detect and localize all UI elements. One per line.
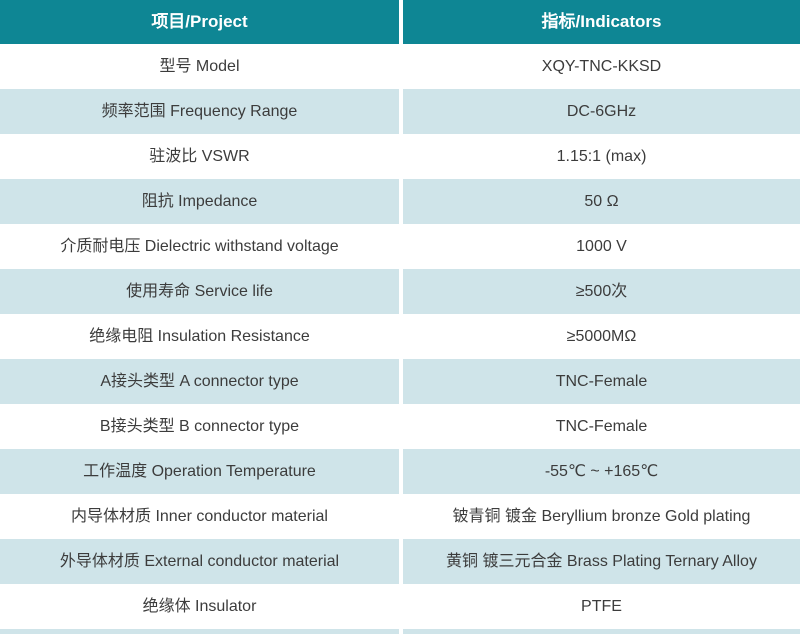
table-row: 阻抗 Impedance 50 Ω xyxy=(0,179,800,224)
indicator-cell: XQY-TNC-KKSD xyxy=(403,44,800,89)
partial-cell-project xyxy=(0,629,399,634)
indicator-cell: -55℃ ~ +165℃ xyxy=(403,449,800,494)
indicator-cell: 1000 V xyxy=(403,224,800,269)
table-row: 内导体材质 Inner conductor material 铍青铜 镀金 Be… xyxy=(0,494,800,539)
project-cell: A接头类型 A connector type xyxy=(0,359,399,404)
indicator-cell: 铍青铜 镀金 Beryllium bronze Gold plating xyxy=(403,494,800,539)
table-row: B接头类型 B connector type TNC-Female xyxy=(0,404,800,449)
project-cell: 频率范围 Frequency Range xyxy=(0,89,399,134)
column-header-project: 项目/Project xyxy=(0,0,399,44)
indicator-cell: 1.15:1 (max) xyxy=(403,134,800,179)
indicator-cell: ≥500次 xyxy=(403,269,800,314)
column-header-indicators: 指标/Indicators xyxy=(403,0,800,44)
indicator-cell: TNC-Female xyxy=(403,404,800,449)
project-cell: 外导体材质 External conductor material xyxy=(0,539,399,584)
partial-row xyxy=(0,629,800,634)
table-row: 工作温度 Operation Temperature -55℃ ~ +165℃ xyxy=(0,449,800,494)
table-row: 外导体材质 External conductor material 黄铜 镀三元… xyxy=(0,539,800,584)
indicator-cell: TNC-Female xyxy=(403,359,800,404)
project-cell: 绝缘体 Insulator xyxy=(0,584,399,629)
indicator-cell: PTFE xyxy=(403,584,800,629)
table-row: 频率范围 Frequency Range DC-6GHz xyxy=(0,89,800,134)
project-cell: 介质耐电压 Dielectric withstand voltage xyxy=(0,224,399,269)
table-header-row: 项目/Project 指标/Indicators xyxy=(0,0,800,44)
project-cell: 使用寿命 Service life xyxy=(0,269,399,314)
project-cell: 驻波比 VSWR xyxy=(0,134,399,179)
project-cell: 型号 Model xyxy=(0,44,399,89)
table-row: 型号 Model XQY-TNC-KKSD xyxy=(0,44,800,89)
project-cell: B接头类型 B connector type xyxy=(0,404,399,449)
table-row: 驻波比 VSWR 1.15:1 (max) xyxy=(0,134,800,179)
table-row: 绝缘电阻 Insulation Resistance ≥5000MΩ xyxy=(0,314,800,359)
indicator-cell: 50 Ω xyxy=(403,179,800,224)
project-cell: 阻抗 Impedance xyxy=(0,179,399,224)
table-row: 绝缘体 Insulator PTFE xyxy=(0,584,800,629)
indicator-cell: ≥5000MΩ xyxy=(403,314,800,359)
indicator-cell: 黄铜 镀三元合金 Brass Plating Ternary Alloy xyxy=(403,539,800,584)
project-cell: 内导体材质 Inner conductor material xyxy=(0,494,399,539)
project-cell: 工作温度 Operation Temperature xyxy=(0,449,399,494)
project-cell: 绝缘电阻 Insulation Resistance xyxy=(0,314,399,359)
table-row: 介质耐电压 Dielectric withstand voltage 1000 … xyxy=(0,224,800,269)
table-row: 使用寿命 Service life ≥500次 xyxy=(0,269,800,314)
indicator-cell: DC-6GHz xyxy=(403,89,800,134)
partial-cell-indicator xyxy=(403,629,800,634)
table-row: A接头类型 A connector type TNC-Female xyxy=(0,359,800,404)
table-body: 型号 Model XQY-TNC-KKSD 频率范围 Frequency Ran… xyxy=(0,44,800,629)
